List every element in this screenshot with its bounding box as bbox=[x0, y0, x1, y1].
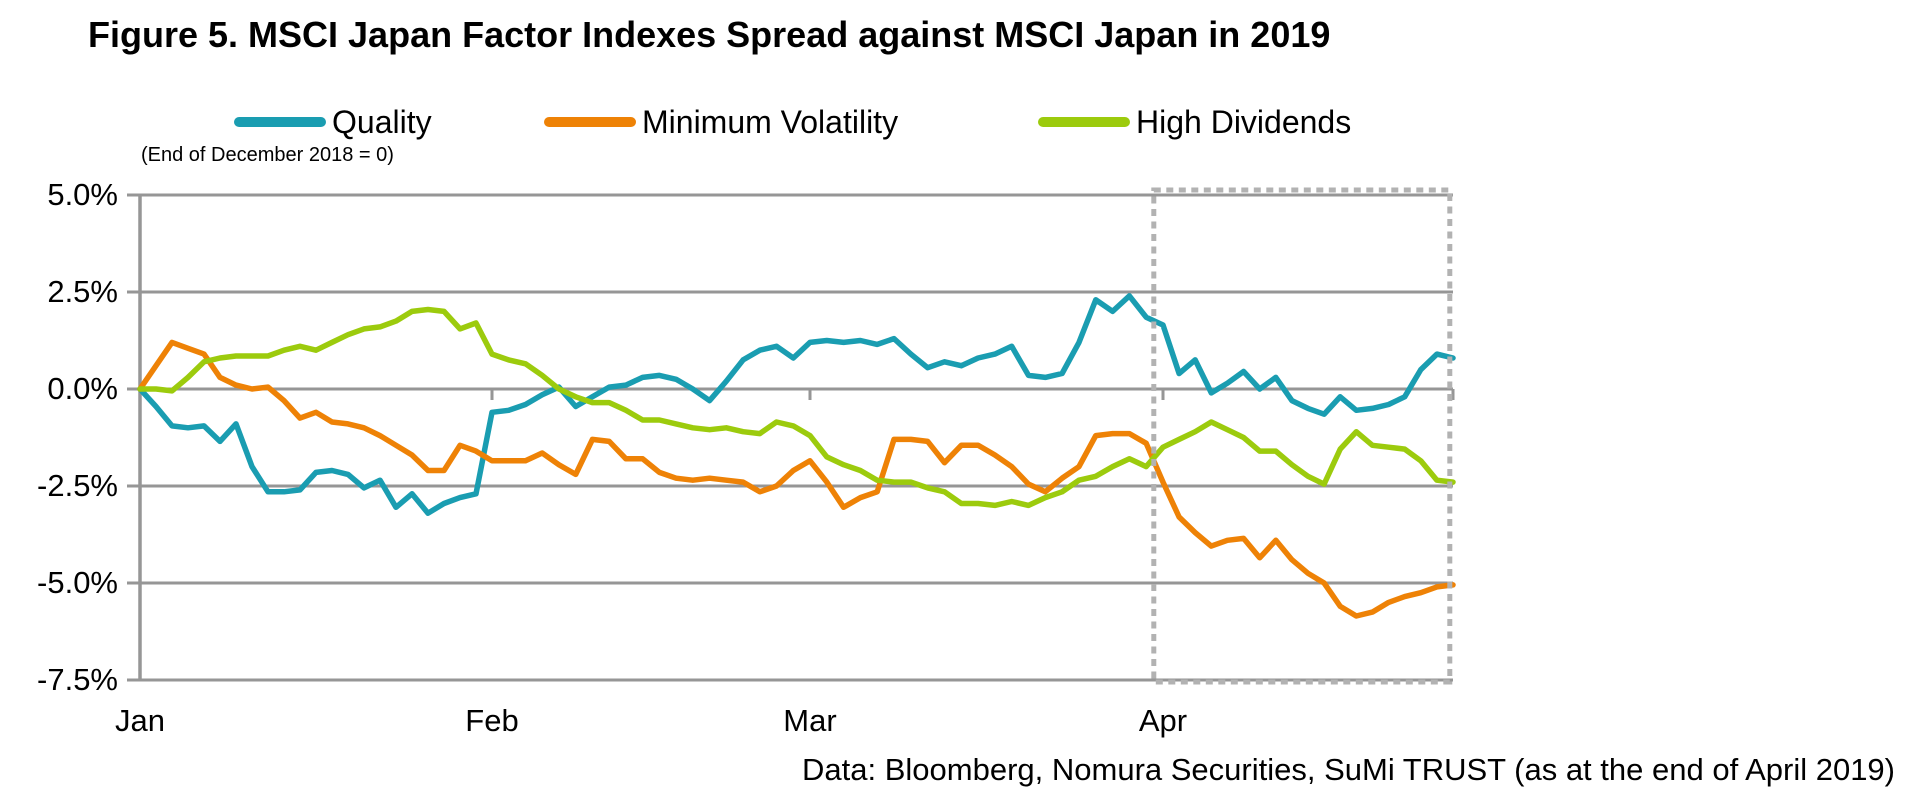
x-tick-label: Jan bbox=[115, 703, 165, 738]
x-axis-labels: Jan Feb Mar Apr bbox=[0, 701, 1920, 743]
y-tick-label: 2.5% bbox=[47, 274, 118, 309]
legend-label-quality: Quality bbox=[332, 103, 432, 140]
series-line-high-dividends bbox=[137, 306, 1456, 509]
series-line-minimum-volatility bbox=[137, 339, 1456, 619]
y-tick-label: 5.0% bbox=[47, 177, 118, 212]
legend-item-high-dividends: High Dividends bbox=[1038, 103, 1351, 141]
x-tick-label: Mar bbox=[783, 703, 837, 738]
x-tick-label: Feb bbox=[465, 703, 519, 738]
baseline-note: (End of December 2018 = 0) bbox=[141, 144, 394, 166]
figure-title: Figure 5. MSCI Japan Factor Indexes Spre… bbox=[88, 14, 1331, 55]
legend-label-high-dividends: High Dividends bbox=[1136, 103, 1352, 140]
quality-line-swatch-icon bbox=[234, 117, 326, 127]
y-tick-label: -2.5% bbox=[37, 468, 118, 503]
y-tick-label: 0.0% bbox=[47, 371, 118, 406]
highlight-box bbox=[1151, 187, 1453, 685]
x-tick-label: Apr bbox=[1138, 703, 1188, 738]
legend-item-minimum-volatility: Minimum Volatility bbox=[544, 103, 898, 141]
minimum-volatility-line-swatch-icon bbox=[544, 117, 636, 127]
source-note: Data: Bloomberg, Nomura Securities, SuMi… bbox=[802, 752, 1895, 787]
y-axis-labels: 5.0% 2.5% 0.0% -2.5% -5.0% -7.5% bbox=[0, 0, 120, 808]
y-tick-label: -5.0% bbox=[37, 565, 118, 600]
legend-label-minimum-volatility: Minimum Volatility bbox=[642, 103, 899, 140]
high-dividends-line-swatch-icon bbox=[1038, 117, 1130, 127]
series-line-quality bbox=[137, 293, 1456, 516]
legend-item-quality: Quality bbox=[234, 103, 432, 141]
y-tick-label: -7.5% bbox=[37, 662, 118, 697]
